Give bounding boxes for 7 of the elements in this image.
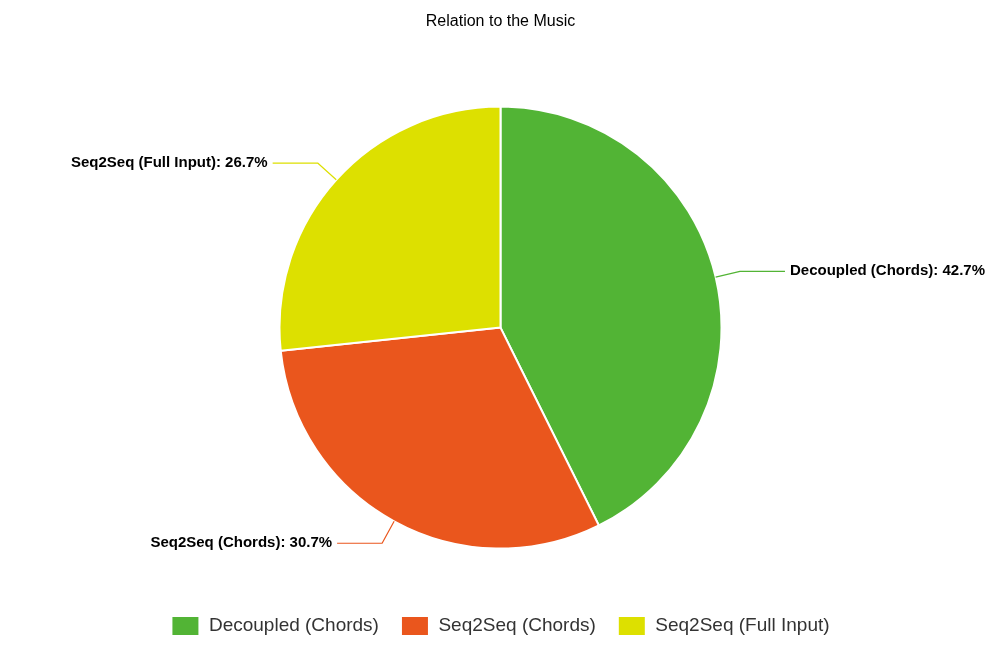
- legend-label: Seq2Seq (Chords): [438, 614, 596, 636]
- chart-title: Relation to the Music: [425, 12, 576, 30]
- legend-label: Decoupled (Chords): [208, 614, 379, 636]
- data-label: Decoupled (Chords): 42.7%: [789, 261, 986, 279]
- legend-label: Seq2Seq (Full Input): [655, 614, 830, 636]
- data-label: Seq2Seq (Full Input): 26.7%: [70, 153, 268, 171]
- data-label: Seq2Seq (Chords): 30.7%: [150, 533, 333, 551]
